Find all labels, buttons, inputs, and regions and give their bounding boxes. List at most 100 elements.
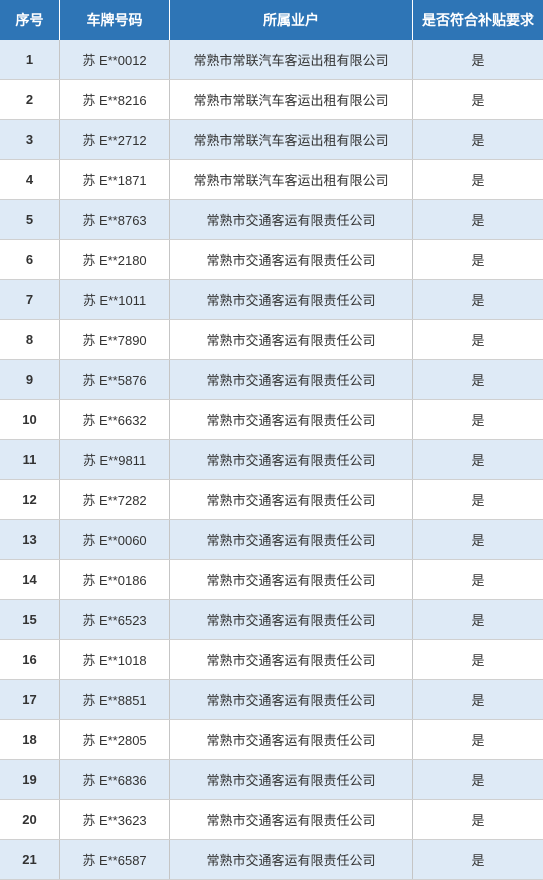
cell-eligible: 是 [413,680,543,719]
cell-plate: 苏 E**6836 [60,760,170,799]
cell-eligible: 是 [413,400,543,439]
cell-eligible: 是 [413,520,543,559]
cell-seq: 5 [0,200,60,239]
table-row: 8苏 E**7890常熟市交通客运有限责任公司是 [0,320,543,360]
header-seq: 序号 [0,0,60,40]
cell-eligible: 是 [413,600,543,639]
cell-seq: 17 [0,680,60,719]
cell-seq: 7 [0,280,60,319]
cell-company: 常熟市交通客运有限责任公司 [170,360,413,399]
table-row: 1苏 E**0012常熟市常联汽车客运出租有限公司是 [0,40,543,80]
cell-seq: 9 [0,360,60,399]
cell-company: 常熟市交通客运有限责任公司 [170,240,413,279]
cell-seq: 13 [0,520,60,559]
cell-company: 常熟市交通客运有限责任公司 [170,760,413,799]
cell-seq: 16 [0,640,60,679]
header-eligible: 是否符合补贴要求 [413,0,543,40]
table-row: 14苏 E**0186常熟市交通客运有限责任公司是 [0,560,543,600]
table-row: 11苏 E**9811常熟市交通客运有限责任公司是 [0,440,543,480]
cell-company: 常熟市交通客运有限责任公司 [170,440,413,479]
cell-seq: 4 [0,160,60,199]
cell-plate: 苏 E**2805 [60,720,170,759]
cell-company: 常熟市常联汽车客运出租有限公司 [170,160,413,199]
cell-plate: 苏 E**5876 [60,360,170,399]
table-row: 10苏 E**6632常熟市交通客运有限责任公司是 [0,400,543,440]
cell-plate: 苏 E**2712 [60,120,170,159]
cell-eligible: 是 [413,720,543,759]
cell-plate: 苏 E**9811 [60,440,170,479]
cell-seq: 10 [0,400,60,439]
cell-plate: 苏 E**6523 [60,600,170,639]
cell-company: 常熟市交通客运有限责任公司 [170,400,413,439]
cell-eligible: 是 [413,40,543,79]
cell-company: 常熟市交通客运有限责任公司 [170,200,413,239]
cell-company: 常熟市交通客运有限责任公司 [170,800,413,839]
table-header-row: 序号 车牌号码 所属业户 是否符合补贴要求 [0,0,543,40]
cell-eligible: 是 [413,120,543,159]
cell-eligible: 是 [413,200,543,239]
cell-plate: 苏 E**0060 [60,520,170,559]
cell-eligible: 是 [413,360,543,399]
cell-eligible: 是 [413,560,543,599]
cell-plate: 苏 E**2180 [60,240,170,279]
cell-eligible: 是 [413,440,543,479]
cell-plate: 苏 E**1011 [60,280,170,319]
cell-eligible: 是 [413,640,543,679]
table-row: 12苏 E**7282常熟市交通客运有限责任公司是 [0,480,543,520]
cell-seq: 11 [0,440,60,479]
cell-seq: 15 [0,600,60,639]
table-row: 3苏 E**2712常熟市常联汽车客运出租有限公司是 [0,120,543,160]
cell-company: 常熟市常联汽车客运出租有限公司 [170,40,413,79]
cell-eligible: 是 [413,840,543,879]
cell-plate: 苏 E**3623 [60,800,170,839]
cell-company: 常熟市交通客运有限责任公司 [170,280,413,319]
cell-seq: 8 [0,320,60,359]
cell-seq: 3 [0,120,60,159]
cell-plate: 苏 E**8216 [60,80,170,119]
cell-seq: 2 [0,80,60,119]
cell-company: 常熟市交通客运有限责任公司 [170,560,413,599]
cell-plate: 苏 E**6632 [60,400,170,439]
cell-eligible: 是 [413,320,543,359]
table-row: 2苏 E**8216常熟市常联汽车客运出租有限公司是 [0,80,543,120]
cell-seq: 21 [0,840,60,879]
subsidy-table: 序号 车牌号码 所属业户 是否符合补贴要求 1苏 E**0012常熟市常联汽车客… [0,0,543,880]
cell-seq: 20 [0,800,60,839]
cell-company: 常熟市交通客运有限责任公司 [170,720,413,759]
table-row: 17苏 E**8851常熟市交通客运有限责任公司是 [0,680,543,720]
header-company: 所属业户 [170,0,413,40]
cell-plate: 苏 E**1018 [60,640,170,679]
cell-company: 常熟市交通客运有限责任公司 [170,680,413,719]
cell-company: 常熟市交通客运有限责任公司 [170,320,413,359]
cell-company: 常熟市交通客运有限责任公司 [170,480,413,519]
cell-plate: 苏 E**7282 [60,480,170,519]
cell-plate: 苏 E**1871 [60,160,170,199]
cell-company: 常熟市常联汽车客运出租有限公司 [170,80,413,119]
cell-plate: 苏 E**0186 [60,560,170,599]
table-row: 18苏 E**2805常熟市交通客运有限责任公司是 [0,720,543,760]
table-body: 1苏 E**0012常熟市常联汽车客运出租有限公司是2苏 E**8216常熟市常… [0,40,543,880]
cell-company: 常熟市交通客运有限责任公司 [170,520,413,559]
table-row: 16苏 E**1018常熟市交通客运有限责任公司是 [0,640,543,680]
cell-eligible: 是 [413,800,543,839]
cell-plate: 苏 E**7890 [60,320,170,359]
cell-company: 常熟市交通客运有限责任公司 [170,600,413,639]
cell-plate: 苏 E**8851 [60,680,170,719]
cell-company: 常熟市交通客运有限责任公司 [170,840,413,879]
table-row: 13苏 E**0060常熟市交通客运有限责任公司是 [0,520,543,560]
table-row: 7苏 E**1011常熟市交通客运有限责任公司是 [0,280,543,320]
cell-plate: 苏 E**6587 [60,840,170,879]
cell-eligible: 是 [413,240,543,279]
cell-seq: 14 [0,560,60,599]
cell-seq: 12 [0,480,60,519]
table-row: 15苏 E**6523常熟市交通客运有限责任公司是 [0,600,543,640]
cell-company: 常熟市交通客运有限责任公司 [170,640,413,679]
cell-plate: 苏 E**0012 [60,40,170,79]
table-row: 4苏 E**1871常熟市常联汽车客运出租有限公司是 [0,160,543,200]
table-row: 9苏 E**5876常熟市交通客运有限责任公司是 [0,360,543,400]
table-row: 6苏 E**2180常熟市交通客运有限责任公司是 [0,240,543,280]
cell-plate: 苏 E**8763 [60,200,170,239]
table-row: 19苏 E**6836常熟市交通客运有限责任公司是 [0,760,543,800]
cell-seq: 19 [0,760,60,799]
cell-seq: 1 [0,40,60,79]
